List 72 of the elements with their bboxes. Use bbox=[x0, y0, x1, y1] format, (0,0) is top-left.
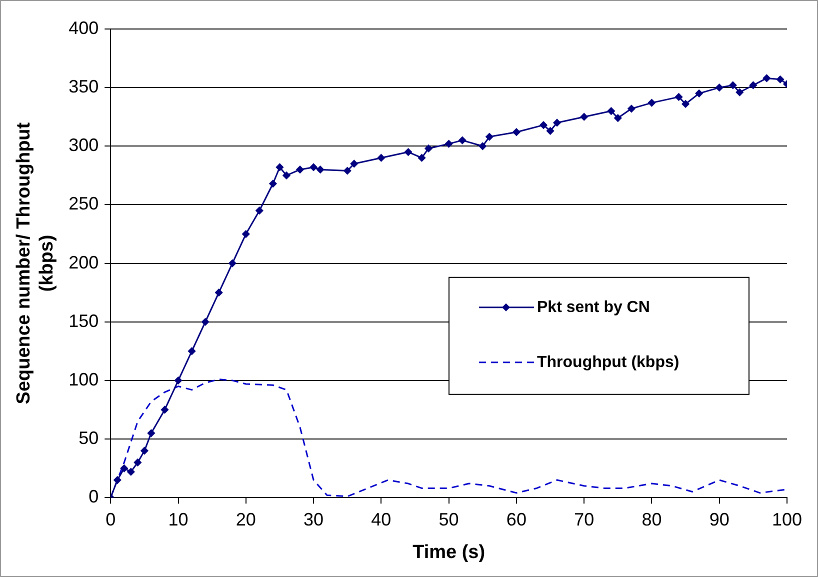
point bbox=[202, 318, 210, 326]
point bbox=[269, 180, 277, 188]
y-tick-label: 300 bbox=[68, 135, 99, 156]
point bbox=[350, 160, 358, 168]
x-tick-label: 90 bbox=[709, 509, 730, 530]
point bbox=[127, 468, 135, 476]
point bbox=[614, 114, 622, 122]
point bbox=[424, 144, 432, 152]
x-tick-label: 100 bbox=[772, 509, 802, 530]
point bbox=[729, 81, 737, 89]
point bbox=[276, 163, 284, 171]
point bbox=[310, 163, 318, 171]
y-tick-label: 350 bbox=[68, 76, 99, 97]
point bbox=[404, 148, 412, 156]
point bbox=[762, 74, 770, 82]
point bbox=[546, 127, 554, 135]
x-tick-label: 30 bbox=[304, 509, 324, 530]
point bbox=[174, 376, 182, 384]
point bbox=[344, 167, 352, 174]
point bbox=[160, 406, 168, 414]
legend-label: Throughput (kbps) bbox=[537, 354, 680, 371]
point bbox=[228, 260, 236, 268]
point bbox=[215, 288, 223, 296]
point bbox=[282, 172, 290, 180]
point bbox=[478, 142, 486, 150]
y-axis-title: Sequence number/ Throughput (kbps) bbox=[14, 122, 58, 404]
point bbox=[147, 429, 155, 437]
legend-label: Pkt sent by CN bbox=[537, 298, 650, 316]
y-tick-label: 250 bbox=[68, 194, 99, 214]
point bbox=[580, 113, 588, 121]
point bbox=[458, 136, 466, 144]
point bbox=[486, 133, 494, 141]
point bbox=[114, 476, 122, 484]
y-tick-label: 50 bbox=[78, 428, 99, 448]
y-tick-label: 400 bbox=[68, 18, 99, 38]
point bbox=[296, 166, 304, 174]
x-tick-label: 50 bbox=[438, 509, 459, 530]
point bbox=[256, 206, 264, 214]
x-tick-label: 20 bbox=[236, 509, 256, 530]
point bbox=[749, 81, 757, 89]
point bbox=[134, 458, 142, 466]
x-tick-label: 0 bbox=[106, 509, 116, 530]
point bbox=[316, 166, 324, 174]
point bbox=[418, 154, 426, 162]
y-tick-label: 200 bbox=[68, 252, 99, 272]
point bbox=[242, 230, 250, 238]
point bbox=[377, 154, 385, 162]
point bbox=[648, 99, 656, 107]
x-tick-label: 80 bbox=[642, 509, 662, 530]
y-tick-label: 150 bbox=[68, 310, 99, 331]
y-tick-label: 100 bbox=[68, 369, 99, 390]
point bbox=[512, 128, 520, 136]
point bbox=[540, 121, 548, 129]
point bbox=[736, 88, 744, 96]
point bbox=[776, 76, 784, 84]
point bbox=[445, 140, 453, 148]
point bbox=[188, 347, 196, 355]
point bbox=[120, 464, 128, 472]
point bbox=[607, 107, 615, 115]
point bbox=[682, 100, 690, 108]
point bbox=[695, 90, 703, 98]
y-tick-label: 0 bbox=[88, 486, 99, 507]
x-tick-label: 70 bbox=[574, 509, 594, 530]
point bbox=[140, 446, 148, 454]
point bbox=[553, 118, 561, 126]
point bbox=[716, 84, 724, 92]
x-tick-label: 10 bbox=[168, 509, 188, 530]
x-tick-label: 40 bbox=[371, 509, 392, 530]
x-tick-label: 60 bbox=[506, 509, 526, 530]
point bbox=[628, 104, 636, 112]
point bbox=[675, 93, 683, 101]
x-axis-title: Time (s) bbox=[412, 542, 486, 563]
